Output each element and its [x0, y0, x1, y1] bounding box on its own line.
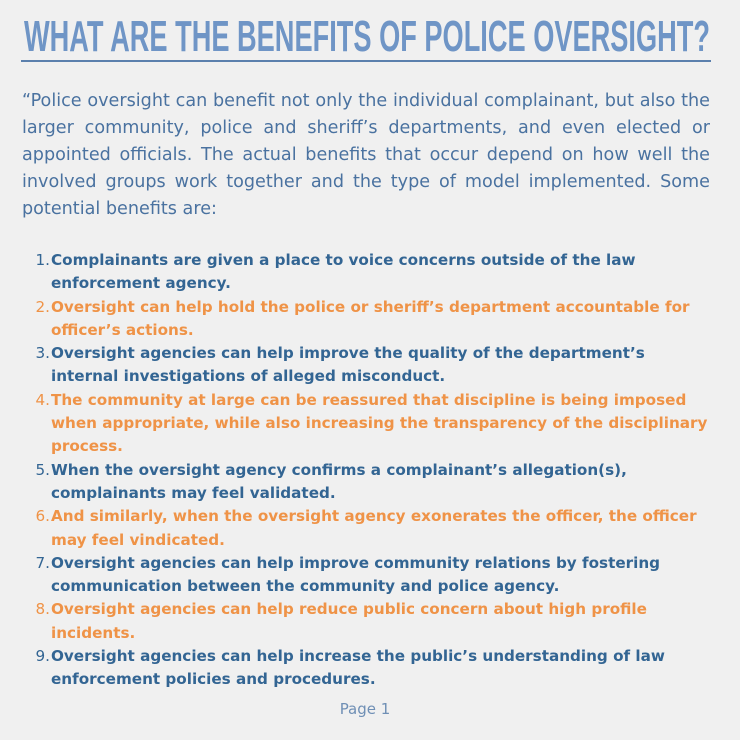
intro-paragraph: “Police oversight can benefit not only t…	[22, 91, 710, 219]
list-item: 9. Oversight agencies can help increase t…	[0, 645, 712, 692]
item-number: 6.	[35, 507, 51, 526]
item-number: 3.	[35, 344, 51, 363]
item-number: 8.	[35, 600, 51, 619]
item-number: 5.	[35, 460, 51, 479]
item-number: 1.	[35, 251, 51, 269]
item-number: 7.	[35, 553, 51, 572]
item-number: 9.	[35, 647, 51, 666]
item-text: Complainants are given a place to voice …	[51, 251, 636, 293]
item-text: Oversight agencies can help improve the …	[51, 344, 645, 386]
benefits-list: 1. Complainants are given a place to voic…	[0, 249, 712, 692]
item-text: Oversight agencies can help improve comm…	[51, 553, 661, 596]
item-text: Oversight agencies can help reduce publi…	[51, 600, 647, 642]
page-title-text: WHAT ARE THE BENEFITS OF POLICE OVERSIGH…	[24, 12, 710, 56]
item-text: Oversight can help hold the police or sh…	[51, 297, 690, 339]
list-item: 3. Oversight agencies can help improve th…	[0, 342, 712, 389]
list-item: 5. When the oversight agency confirms a c…	[0, 459, 712, 506]
item-number: 2.	[35, 297, 51, 316]
page-title: WHAT ARE THE BENEFITS OF POLICE OVERSIGH…	[24, 12, 710, 56]
title-divider	[21, 60, 711, 62]
list-item: 7. Oversight agencies can help improve co…	[0, 552, 712, 599]
page-number: Page 1	[339, 700, 391, 718]
item-text: The community at large can be reassured …	[51, 390, 708, 456]
list-item: 4. The community at large can be reassure…	[0, 389, 712, 459]
list-item: 1. Complainants are given a place to voic…	[0, 249, 712, 296]
item-number: 4.	[35, 390, 51, 409]
list-item: 8. Oversight agencies can help reduce pub…	[0, 598, 712, 645]
item-text: Oversight agencies can help increase the…	[51, 647, 665, 689]
list-item: 2. Oversight can help hold the police or …	[0, 296, 712, 343]
list-item: 6. And similarly, when the oversight agen…	[0, 505, 712, 552]
item-text: When the oversight agency confirms a com…	[51, 460, 627, 502]
item-text: And similarly, when the oversight agency…	[51, 507, 697, 549]
